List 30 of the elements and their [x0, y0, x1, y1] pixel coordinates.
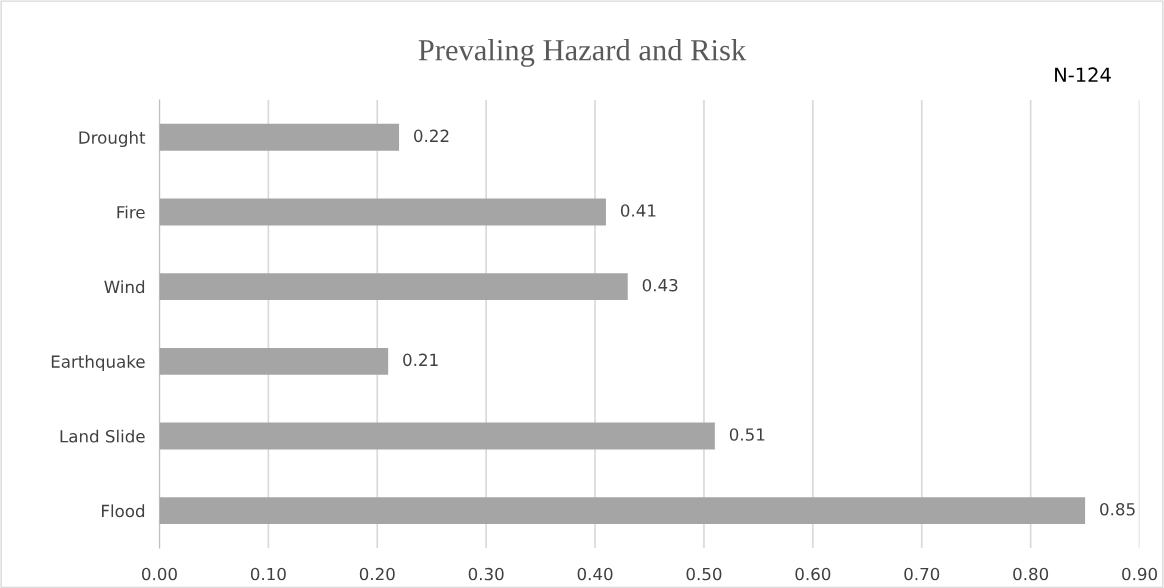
text: N-124: [1055, 67, 1111, 82]
y-tick-label: Drought: [79, 130, 146, 148]
data-label: 0.41: [620, 204, 656, 217]
y-tick-label: Earthquake: [51, 354, 145, 372]
data-label: 0.43: [642, 278, 678, 292]
data-label: 0.51: [729, 428, 765, 441]
y-tick-label: Wind: [104, 280, 145, 294]
x-tick-label: 0.60: [795, 567, 831, 581]
y-tick-label: Flood: [102, 504, 145, 518]
x-tick-label: 0.40: [577, 567, 613, 581]
data-label: 0.22: [414, 129, 449, 143]
y-tick-label: Land Slide: [60, 429, 145, 443]
x-tick-label: 0.10: [250, 567, 286, 581]
x-tick-label: 0.20: [359, 567, 395, 581]
y-tick-label: Fire: [117, 205, 145, 219]
x-tick-label: 0.80: [1013, 567, 1049, 581]
data-label: 0.21: [403, 353, 438, 367]
bar: [159, 497, 1086, 525]
x-tick-label: 0.50: [686, 567, 722, 581]
x-tick-label: 0.70: [904, 567, 940, 581]
bar: [159, 422, 715, 450]
x-tick-label: 0.00: [142, 567, 177, 581]
bar: [159, 347, 389, 375]
chart-title: Prevaling Hazard and Risk: [418, 39, 747, 67]
x-tick-label: 0.90: [1122, 567, 1157, 581]
bar: [159, 123, 400, 151]
x-tick-label: 0.30: [468, 567, 504, 581]
bar: [159, 273, 628, 301]
bar: [159, 198, 606, 226]
data-label: 0.85: [1100, 502, 1135, 516]
